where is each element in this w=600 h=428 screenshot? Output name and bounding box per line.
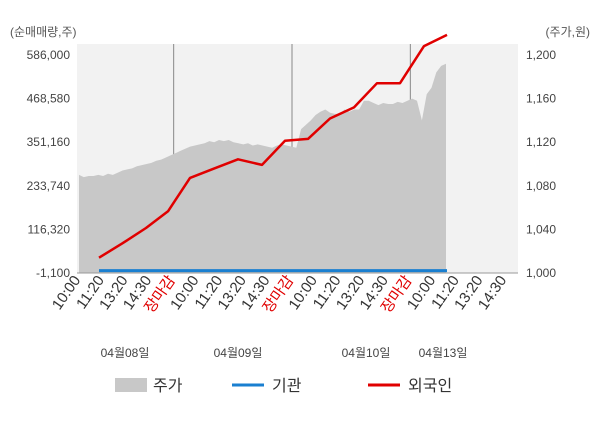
date-labels: 04월08일 04월09일 04월10일 04월13일 <box>101 346 468 360</box>
legend-price-label: 주가 <box>153 377 183 395</box>
right-axis-ticks: 1,200 1,160 1,120 1,080 1,040 1,000 <box>526 48 556 280</box>
series-foreign-line <box>98 33 448 259</box>
left-tick-label: 586,000 <box>27 48 71 62</box>
right-tick-label: 1,120 <box>526 135 556 149</box>
legend-institution-label: 기관 <box>272 377 302 395</box>
date-label: 04월09일 <box>214 346 263 360</box>
right-axis-unit: (주가,원) <box>546 25 590 39</box>
right-tick-label: 1,000 <box>526 266 556 280</box>
right-tick-label: 1,040 <box>526 222 556 236</box>
legend-price-swatch <box>115 378 147 392</box>
left-axis-ticks: 586,000 468,580 351,160 233,740 116,320 -1,10… <box>27 48 71 280</box>
left-tick-label: 351,160 <box>27 135 71 149</box>
legend: 주가 기관 외국인 <box>115 377 452 395</box>
left-tick-label: 116,320 <box>28 222 71 236</box>
right-tick-label: 1,080 <box>526 179 556 193</box>
left-tick-label: 468,580 <box>27 92 71 106</box>
left-tick-label: 233,740 <box>27 179 71 193</box>
left-tick-label: -1,100 <box>36 266 70 280</box>
date-label: 04월10일 <box>342 346 391 360</box>
left-axis-unit: (순매매량,주) <box>10 25 77 39</box>
date-label: 04월08일 <box>101 346 150 360</box>
right-tick-label: 1,160 <box>526 92 556 106</box>
right-tick-label: 1,200 <box>526 48 556 62</box>
x-axis-ticks: 10:0011:2013:2014:30장마감10:0011:2013:2014… <box>49 272 510 316</box>
legend-foreign-label: 외국인 <box>408 377 452 395</box>
series-price-area <box>79 63 446 274</box>
date-label: 04월13일 <box>419 346 468 360</box>
